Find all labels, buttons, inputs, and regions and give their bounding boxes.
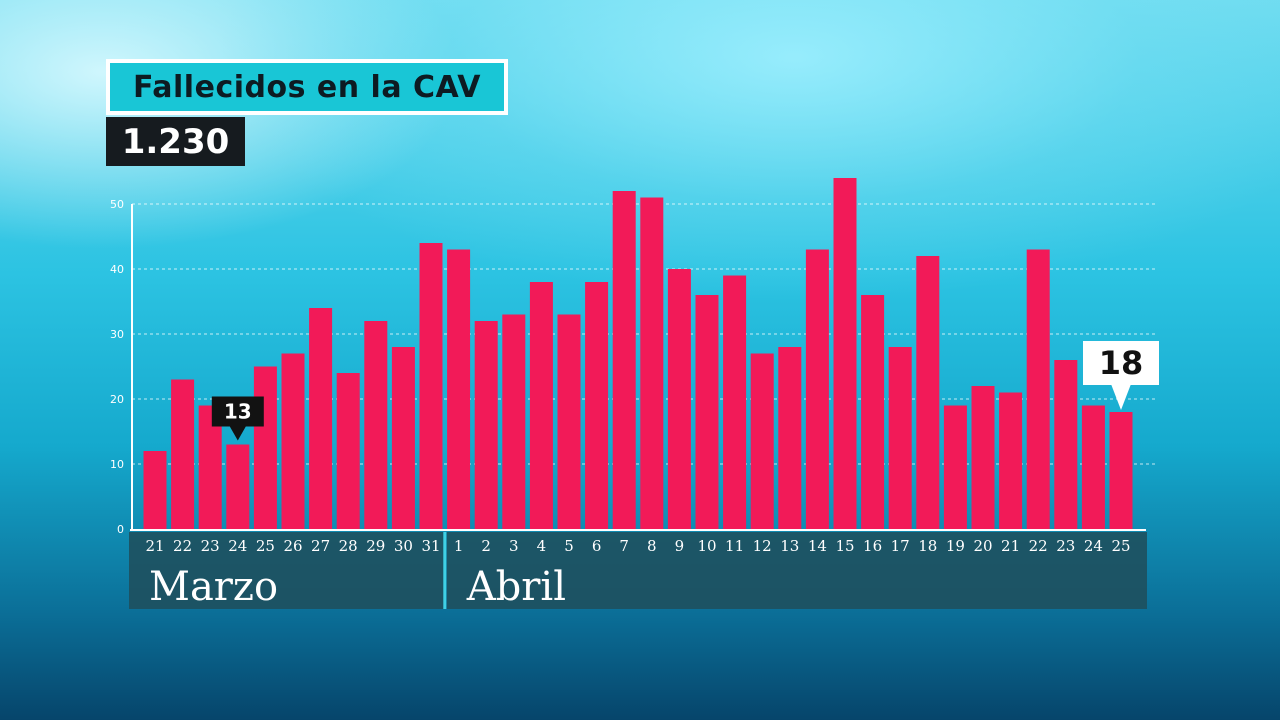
x-tick-label: 3: [509, 537, 519, 555]
y-tick-label: 50: [110, 198, 124, 211]
bar: [1109, 412, 1133, 529]
total-deaths-value: 1.230: [121, 121, 230, 162]
bar: [474, 321, 498, 529]
bar: [309, 308, 333, 529]
x-tick-label: 7: [619, 537, 629, 555]
x-tick-label: 27: [311, 537, 330, 555]
bar: [667, 269, 691, 529]
bar: [999, 392, 1023, 529]
x-tick-label: 22: [1029, 537, 1048, 555]
bar: [364, 321, 388, 529]
x-tick-label: 24: [228, 537, 247, 555]
bar: [1081, 405, 1105, 529]
x-tick-label: 24: [1084, 537, 1103, 555]
bar: [171, 379, 195, 529]
x-tick-label: 14: [808, 537, 827, 555]
x-tick-label: 15: [835, 537, 854, 555]
x-tick-label: 20: [973, 537, 992, 555]
x-tick-label: 25: [256, 537, 275, 555]
annotation-callout-box: [1083, 341, 1159, 385]
x-tick-label: 13: [780, 537, 799, 555]
x-tick-label: 19: [946, 537, 965, 555]
month-label: Marzo: [149, 564, 278, 610]
x-tick-label: 16: [863, 537, 882, 555]
bar: [391, 347, 415, 529]
bar: [447, 249, 471, 529]
y-tick-label: 0: [117, 523, 124, 536]
x-tick-label: 17: [891, 537, 910, 555]
bar: [778, 347, 802, 529]
chart-title: Fallecidos en la CAV: [133, 69, 481, 105]
y-tick-label: 20: [110, 393, 124, 406]
x-tick-label: 23: [201, 537, 220, 555]
bar: [888, 347, 912, 529]
x-tick-label: 29: [366, 537, 385, 555]
x-tick-label: 1: [454, 537, 464, 555]
bar: [916, 256, 940, 529]
bar: [557, 314, 581, 529]
bar: [1026, 249, 1050, 529]
annotation-callout-pointer: [1111, 384, 1131, 410]
x-tick-label: 9: [675, 537, 685, 555]
bar: [833, 178, 857, 529]
bar: [502, 314, 526, 529]
month-panel: [446, 532, 1147, 609]
bar: [805, 249, 829, 529]
x-tick-label: 5: [564, 537, 574, 555]
bar: [281, 353, 305, 529]
x-tick-label: 30: [394, 537, 413, 555]
bar: [585, 282, 609, 529]
x-tick-label: 23: [1056, 537, 1075, 555]
bar: [253, 366, 277, 529]
bar: [640, 197, 664, 529]
y-tick-label: 10: [110, 458, 124, 471]
x-tick-label: 10: [697, 537, 716, 555]
x-tick-label: 31: [421, 537, 440, 555]
annotation-callout-box: [211, 396, 264, 427]
x-tick-label: 11: [725, 537, 744, 555]
bar: [529, 282, 553, 529]
month-label: Abril: [466, 564, 566, 610]
bar: [226, 444, 250, 529]
bar: [198, 405, 222, 529]
x-tick-label: 25: [1111, 537, 1130, 555]
x-tick-label: 28: [339, 537, 358, 555]
bar: [943, 405, 967, 529]
y-tick-label: 40: [110, 263, 124, 276]
bar: [143, 451, 167, 529]
x-tick-label: 2: [481, 537, 491, 555]
x-tick-label: 12: [753, 537, 772, 555]
y-tick-label: 30: [110, 328, 124, 341]
x-tick-label: 21: [145, 537, 164, 555]
x-tick-label: 6: [592, 537, 602, 555]
x-tick-label: 4: [537, 537, 547, 555]
bar: [971, 386, 995, 529]
bar: [695, 295, 719, 529]
annotation-callout-pointer: [229, 426, 246, 441]
month-panel: [129, 532, 444, 609]
bar: [612, 191, 636, 529]
bar: [861, 295, 885, 529]
x-tick-label: 22: [173, 537, 192, 555]
x-tick-label: 21: [1001, 537, 1020, 555]
bar: [336, 373, 360, 529]
chart-title-box: Fallecidos en la CAV: [106, 59, 508, 115]
bar: [1054, 360, 1078, 529]
x-tick-label: 18: [918, 537, 937, 555]
annotation-label: 13: [224, 400, 252, 424]
bar: [750, 353, 774, 529]
bar: [419, 243, 443, 529]
total-deaths-box: 1.230: [106, 117, 245, 166]
annotation-label: 18: [1099, 344, 1144, 382]
x-tick-label: 26: [283, 537, 302, 555]
bar: [723, 275, 747, 529]
x-tick-label: 8: [647, 537, 657, 555]
